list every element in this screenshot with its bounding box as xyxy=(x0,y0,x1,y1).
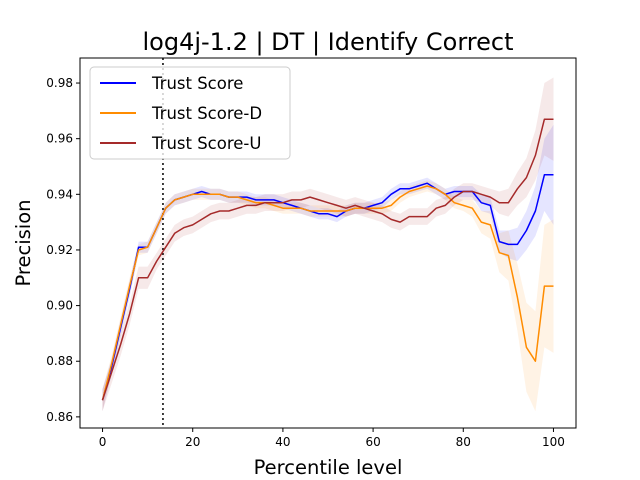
x-axis-label: Percentile level xyxy=(254,456,403,479)
x-tick-label: 100 xyxy=(542,435,565,449)
y-axis-ticks: 0.86 0.88 0.90 0.92 0.94 0.96 0.98 xyxy=(46,76,80,424)
legend-box xyxy=(89,66,291,160)
y-tick-label: 0.92 xyxy=(46,243,73,257)
y-axis-label: Precision xyxy=(12,199,35,286)
series-lines xyxy=(101,118,554,401)
trust-score-u-line xyxy=(101,118,554,401)
trust-score-d-line xyxy=(101,185,554,401)
y-tick-label: 0.98 xyxy=(46,76,73,90)
legend-label-trust-score: Trust Score xyxy=(151,74,243,93)
legend: Trust Score Trust Score-D Trust Score-U xyxy=(89,66,291,160)
trust-score-band xyxy=(102,124,554,412)
x-tick-label: 40 xyxy=(275,435,290,449)
legend-label-trust-score-u: Trust Score-U xyxy=(151,134,261,153)
legend-label-trust-score-d: Trust Score-D xyxy=(151,104,262,123)
x-tick-label: 60 xyxy=(365,435,380,449)
y-tick-label: 0.86 xyxy=(46,410,73,424)
x-tick-label: 20 xyxy=(185,435,200,449)
x-axis-ticks: 0 20 40 60 80 100 xyxy=(99,428,565,449)
y-tick-label: 0.96 xyxy=(46,132,73,146)
y-tick-label: 0.88 xyxy=(46,354,73,368)
trust-score-d-band xyxy=(102,180,554,412)
plot-area: 0 20 40 60 80 100 0.86 0.88 0.90 0.92 0.94 0.96 0.9… xyxy=(46,57,577,449)
x-tick-label: 80 xyxy=(456,435,471,449)
confidence-bands xyxy=(102,77,554,412)
x-tick-label: 0 xyxy=(99,435,107,449)
plot-frame xyxy=(79,57,577,429)
y-tick-label: 0.90 xyxy=(46,299,73,313)
y-tick-label: 0.94 xyxy=(46,187,73,201)
chart-title: log4j-1.2 | DT | Identify Correct xyxy=(142,28,513,56)
